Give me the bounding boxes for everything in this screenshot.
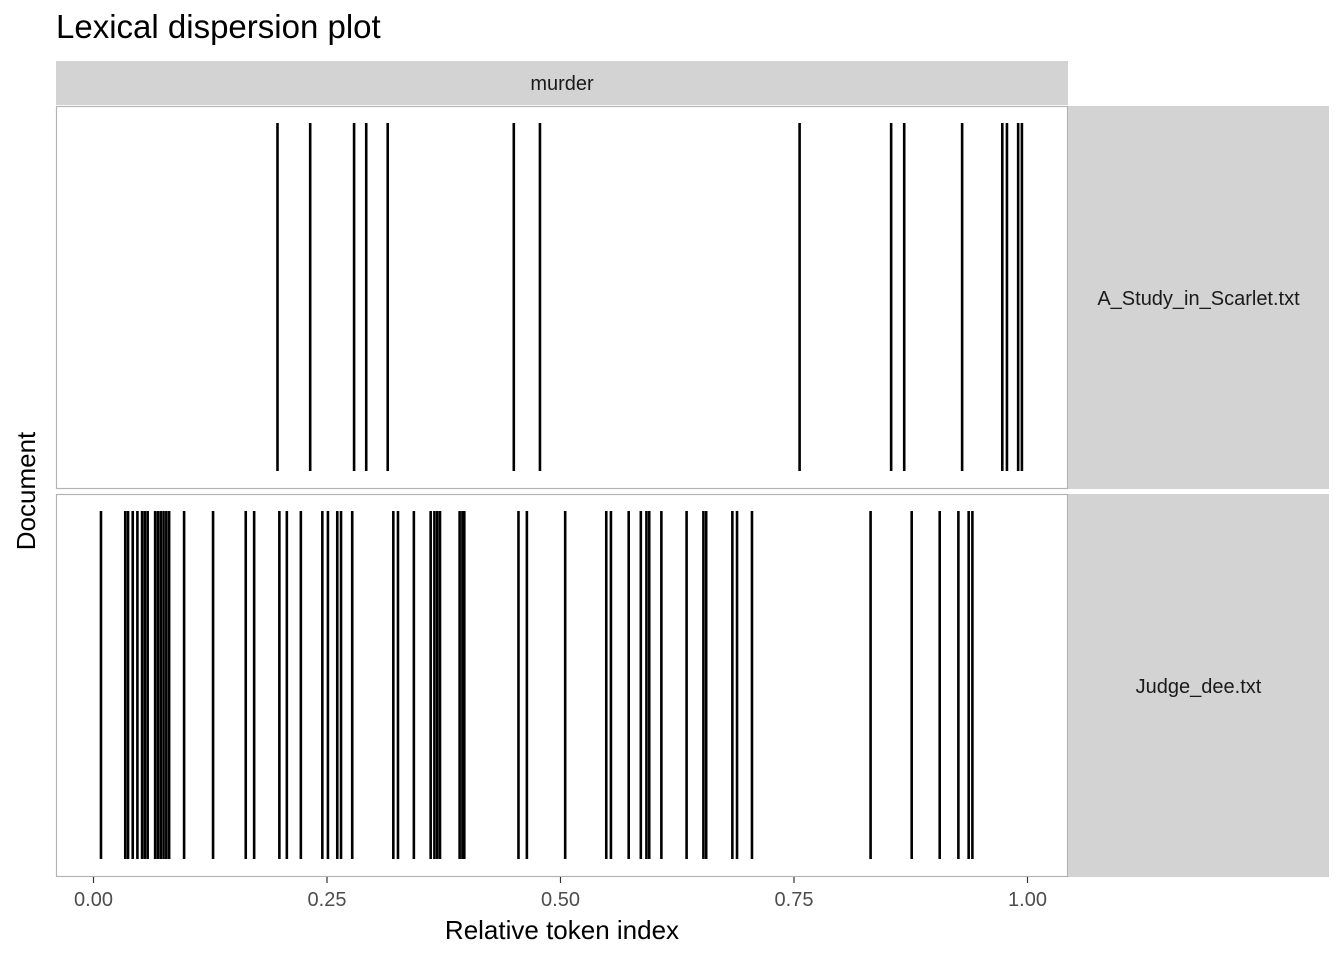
panel-document-1	[55, 105, 1069, 490]
document-label-1: A_Study_in_Scarlet.txt	[1097, 288, 1300, 310]
panel-document-2	[55, 493, 1069, 878]
facet-strip-top	[56, 61, 1068, 105]
x-tick-label: 0.75	[775, 889, 814, 911]
dispersion-marks-1	[276, 123, 1024, 471]
y-axis-title: Document	[11, 431, 41, 550]
x-tick-label: 0.00	[74, 889, 113, 911]
x-axis: 0.00 0.25 0.50 0.75 1.00	[74, 877, 1047, 911]
x-axis-title: Relative token index	[445, 915, 679, 945]
x-tick-label: 0.50	[541, 889, 580, 911]
document-label-2: Judge_dee.txt	[1136, 676, 1262, 698]
facet-strip-right-2	[1068, 494, 1329, 877]
facet-strip-right-1	[1068, 106, 1329, 489]
facet-strip-top-label: murder	[530, 73, 594, 95]
x-tick-label: 1.00	[1008, 889, 1047, 911]
chart-title: Lexical dispersion plot	[56, 8, 381, 45]
dispersion-marks-2	[99, 511, 974, 859]
x-tick-label: 0.25	[308, 889, 347, 911]
